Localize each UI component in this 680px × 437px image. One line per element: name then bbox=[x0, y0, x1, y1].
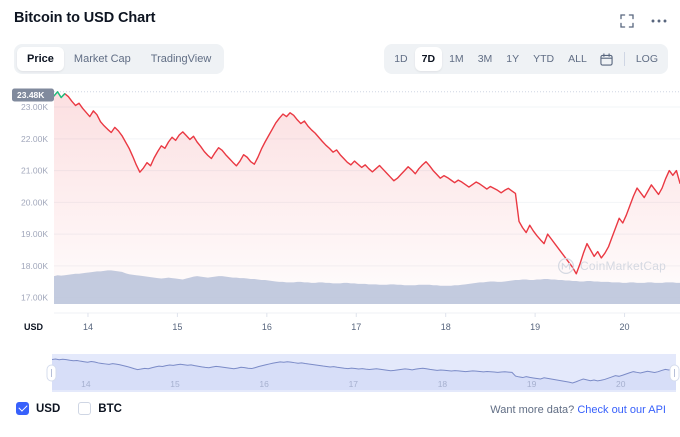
expand-icon[interactable] bbox=[618, 12, 636, 30]
watermark: CoinMarketCap bbox=[557, 257, 666, 275]
legend-item-btc[interactable]: BTC bbox=[78, 402, 122, 415]
legend-label-usd: USD bbox=[36, 402, 61, 415]
svg-text:19: 19 bbox=[530, 322, 540, 332]
range-1y[interactable]: 1Y bbox=[506, 53, 520, 65]
range-divider bbox=[623, 52, 625, 66]
svg-text:19: 19 bbox=[527, 379, 537, 389]
navigator-labels: 14 15 16 17 18 19 20 bbox=[81, 379, 626, 389]
range-7d[interactable]: 7D bbox=[414, 47, 443, 71]
range-ytd[interactable]: YTD bbox=[533, 53, 555, 65]
chart-type-tabs: Price Market Cap TradingView bbox=[14, 44, 225, 74]
range-all[interactable]: ALL bbox=[568, 53, 587, 65]
svg-text:16: 16 bbox=[262, 322, 272, 332]
legend-item-usd[interactable]: USD bbox=[16, 402, 60, 415]
chart-header: Bitcoin to USD Chart bbox=[0, 0, 680, 40]
tab-market-cap[interactable]: Market Cap bbox=[73, 53, 131, 65]
svg-text:18: 18 bbox=[438, 379, 448, 389]
log-scale-toggle[interactable]: LOG bbox=[635, 53, 658, 65]
y-axis-labels: 23.00K 22.00K 21.00K 20.00K 19.00K 18.00K 17.0… bbox=[21, 102, 48, 303]
price-area-fill bbox=[54, 91, 680, 304]
navigator-line bbox=[52, 358, 676, 384]
more-data-text: Want more data? Check out our API bbox=[490, 404, 666, 416]
tab-tradingview[interactable]: TradingView bbox=[150, 53, 212, 65]
currency-legend: USD BTC bbox=[16, 402, 122, 415]
svg-text:20: 20 bbox=[620, 322, 630, 332]
svg-text:17: 17 bbox=[351, 322, 361, 332]
svg-text:19.00K: 19.00K bbox=[21, 229, 48, 239]
usd-checkbox[interactable] bbox=[16, 402, 29, 415]
svg-text:16: 16 bbox=[259, 379, 269, 389]
api-link[interactable]: Check out our API bbox=[577, 404, 666, 416]
volume-series bbox=[54, 270, 680, 304]
range-3m[interactable]: 3M bbox=[477, 53, 493, 65]
navigator-handle-right[interactable] bbox=[669, 364, 680, 382]
legend-label-btc: BTC bbox=[98, 402, 122, 415]
svg-text:14: 14 bbox=[81, 379, 91, 389]
tab-price[interactable]: Price bbox=[17, 47, 64, 71]
calendar-icon[interactable] bbox=[594, 47, 620, 71]
svg-text:22.00K: 22.00K bbox=[21, 134, 48, 144]
price-line-up-segment bbox=[54, 91, 66, 99]
volume-area bbox=[54, 270, 680, 304]
navigator-area bbox=[52, 359, 676, 390]
range-1m[interactable]: 1M bbox=[449, 53, 464, 65]
svg-text:15: 15 bbox=[170, 379, 180, 389]
more-data-prompt: Want more data? bbox=[490, 404, 575, 416]
current-price-badge: 23.48K bbox=[12, 88, 54, 102]
chart-controls: Price Market Cap TradingView 1D 7D 1M 3M… bbox=[0, 44, 680, 76]
chart-canvas[interactable]: 23.00K 22.00K 21.00K 20.00K 19.00K 18.00K 17.0… bbox=[0, 84, 680, 397]
svg-text:14: 14 bbox=[83, 322, 93, 332]
svg-text:15: 15 bbox=[172, 322, 182, 332]
svg-text:21.00K: 21.00K bbox=[21, 166, 48, 176]
price-chart[interactable]: 23.00K 22.00K 21.00K 20.00K 19.00K 18.00K 17.0… bbox=[0, 84, 680, 397]
range-navigator[interactable]: 14 15 16 17 18 19 20 bbox=[46, 354, 680, 392]
price-line bbox=[54, 91, 680, 275]
btc-checkbox[interactable] bbox=[78, 402, 92, 415]
y-axis-unit: USD bbox=[24, 322, 44, 332]
range-1d[interactable]: 1D bbox=[394, 53, 408, 65]
svg-text:17.00K: 17.00K bbox=[21, 293, 48, 303]
svg-text:17: 17 bbox=[349, 379, 359, 389]
navigator-handle-left[interactable] bbox=[46, 364, 57, 382]
time-range-selector: 1D 7D 1M 3M 1Y YTD ALL LOG bbox=[384, 44, 668, 74]
svg-text:20: 20 bbox=[616, 379, 626, 389]
svg-text:20.00K: 20.00K bbox=[21, 197, 48, 207]
watermark-label: CoinMarketCap bbox=[580, 259, 666, 273]
svg-text:23.00K: 23.00K bbox=[21, 102, 48, 112]
more-options-icon[interactable] bbox=[650, 12, 668, 30]
chart-footer: USD BTC Want more data? Check out our AP… bbox=[0, 398, 680, 437]
x-axis-labels: 14 15 16 17 18 19 20 bbox=[83, 313, 630, 332]
current-price-badge-label: 23.48K bbox=[17, 90, 45, 100]
page-title: Bitcoin to USD Chart bbox=[14, 10, 156, 26]
svg-text:18.00K: 18.00K bbox=[21, 261, 48, 271]
header-actions bbox=[618, 12, 668, 30]
price-series bbox=[54, 91, 680, 304]
svg-text:18: 18 bbox=[441, 322, 451, 332]
